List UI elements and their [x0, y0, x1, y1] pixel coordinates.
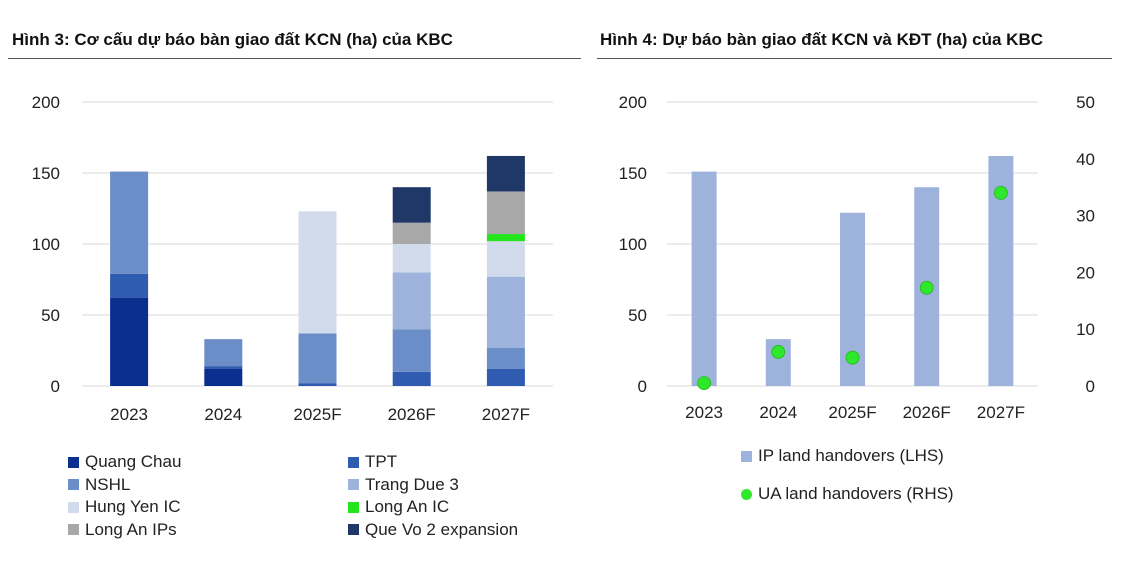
bar-segment-hung-yen-ic-2026f	[392, 244, 431, 273]
bar-segment-nshl-2026f	[392, 329, 431, 372]
bar-segment-long-an-ips-2027f	[486, 191, 525, 235]
bar-segment-nshl-2025f	[298, 333, 337, 384]
bar-segment-nshl-2027f	[486, 347, 525, 369]
y-tick-label: 200	[32, 93, 60, 112]
legend-swatch	[68, 456, 79, 468]
x-tick-label: 2025F	[293, 405, 341, 424]
y-tick-label: 50	[41, 306, 60, 325]
bar-segment-trang-due-3-2027f	[486, 276, 525, 348]
legend-swatch	[68, 479, 79, 490]
legend-item-nshl: NSHL	[68, 475, 130, 495]
bar-ip-2023	[691, 171, 717, 386]
legend-swatch	[348, 479, 359, 490]
legend-swatch	[741, 488, 752, 500]
legend-item-ip-land-handovers-lhs: IP land handovers (LHS)	[741, 446, 944, 466]
bar-segment-quang-chau-2024	[204, 368, 243, 386]
bar-segment-nshl-2024	[204, 339, 243, 367]
x-tick-label: 2027F	[482, 405, 530, 424]
legend-label: Trang Due 3	[365, 474, 459, 494]
legend-swatch	[68, 524, 79, 535]
legend-label: Long An IPs	[85, 519, 177, 539]
bar-scatter-chart: 0 50 100 150 200 0 10 20 30 40 50 2023 2024 2025F 2026…	[619, 93, 1095, 422]
bar-segment-que-vo-2-expansion-2027f	[486, 155, 525, 192]
bar-segment-hung-yen-ic-2025f	[298, 211, 337, 334]
legend-item-tpt: TPT	[348, 452, 397, 472]
bar-segment-quang-chau-2023	[110, 297, 149, 386]
point-ua-2025f	[845, 350, 860, 365]
legend-label: Long An IC	[365, 497, 450, 516]
y-tick-label-left: 200	[619, 93, 647, 112]
legend-item-trang-due-3: Trang Due 3	[348, 475, 459, 495]
bar-segment-tpt-2023	[110, 273, 149, 298]
bar-segment-tpt-2026f	[392, 371, 431, 386]
bar-segment-hung-yen-ic-2027f	[486, 241, 525, 277]
x-tick-label: 2026F	[903, 403, 951, 422]
legend-item-hung-yen-ic: Hung Yen IC	[68, 497, 180, 517]
chart-title-right: Hình 4: Dự báo bàn giao đất KCN và KĐT (…	[600, 30, 1044, 49]
stacked-bar-chart: 0 50 100 150 200 2023 2024 2025F 2026F 2027F	[32, 93, 553, 424]
title-rule-right	[597, 58, 1112, 59]
point-ua-2023	[697, 376, 711, 391]
chart-panel-left: Hình 3: Cơ cấu dự báo bàn giao đất KCN (…	[8, 30, 581, 540]
x-tick-label: 2024	[759, 403, 797, 422]
bar-segment-long-an-ips-2026f	[392, 222, 431, 244]
y-tick-label-left: 0	[638, 377, 647, 396]
y-tick-label-right: 10	[1076, 320, 1095, 339]
x-tick-label: 2024	[204, 405, 242, 424]
y-tick-label-left: 50	[628, 306, 647, 325]
y-tick-label: 0	[51, 377, 60, 396]
legend-item-long-an-ips: Long An IPs	[68, 520, 177, 540]
y-tick-label-right: 20	[1076, 263, 1095, 282]
legend-item-ua-land-handovers-rhs: UA land handovers (RHS)	[741, 484, 954, 504]
legend-swatch	[741, 450, 752, 462]
x-tick-label: 2023	[685, 403, 723, 422]
y-tick-label-right: 40	[1076, 150, 1095, 169]
bar-segment-long-an-ic-2027f	[486, 234, 525, 242]
legend-swatch	[348, 501, 359, 513]
legend-swatch	[348, 456, 359, 468]
legend-item-quang-chau: Quang Chau	[68, 452, 181, 472]
point-ua-2024	[771, 345, 786, 359]
legend-item-que-vo-2-expansion: Que Vo 2 expansion	[348, 520, 518, 540]
y-tick-label-right: 30	[1076, 207, 1095, 226]
legend-label: Que Vo 2 expansion	[365, 519, 519, 539]
legend-swatch	[348, 524, 359, 535]
y-tick-label-right: 50	[1076, 93, 1095, 112]
legend-label: UA land handovers (RHS)	[758, 484, 954, 503]
y-tick-label-left: 150	[619, 164, 647, 183]
legend-label: TPT	[365, 452, 398, 471]
y-tick-label-right: 0	[1086, 377, 1095, 396]
point-ua-2027f	[993, 185, 1008, 200]
point-ua-2026f	[919, 280, 934, 295]
x-tick-label: 2025F	[828, 403, 876, 422]
bar-segment-que-vo-2-expansion-2026f	[392, 187, 431, 223]
bar-segment-tpt-2024	[204, 366, 243, 369]
bar-segment-tpt-2027f	[486, 368, 525, 386]
legend-label: Quang Chau	[85, 452, 182, 471]
chart-title-left: Hình 3: Cơ cấu dự báo bàn giao đất KCN (…	[12, 30, 453, 49]
bar-segment-nshl-2023	[110, 171, 149, 274]
legend-item-long-an-ic: Long An IC	[348, 497, 449, 517]
chart-panel-right: Hình 4: Dự báo bàn giao đất KCN và KĐT (…	[595, 0, 1124, 566]
legend-label: IP land handovers (LHS)	[758, 446, 944, 465]
x-tick-label: 2027F	[977, 403, 1025, 422]
bar-segment-trang-due-3-2026f	[392, 272, 431, 330]
x-tick-label: 2023	[110, 405, 148, 424]
legend-swatch	[68, 501, 79, 513]
x-tick-label: 2026F	[388, 405, 436, 424]
title-rule-left	[8, 58, 581, 59]
legend-label: NSHL	[85, 474, 131, 494]
y-tick-label: 150	[32, 164, 60, 183]
legend-label: Hung Yen IC	[85, 497, 181, 516]
y-tick-label-left: 100	[619, 235, 647, 254]
bar-segment-tpt-2025f	[298, 383, 337, 386]
y-tick-label: 100	[32, 235, 60, 254]
